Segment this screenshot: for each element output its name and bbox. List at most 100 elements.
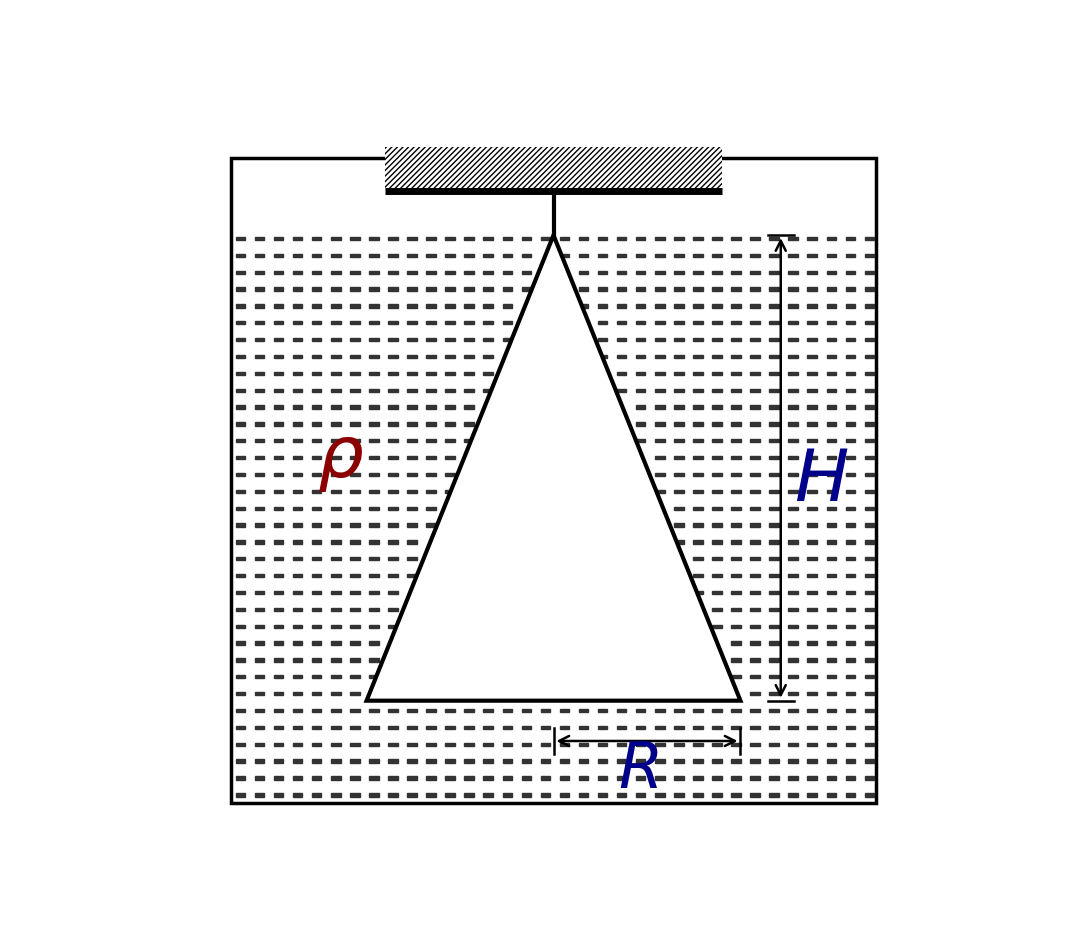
Bar: [484, 270, 494, 274]
Bar: [274, 524, 283, 526]
Bar: [369, 557, 379, 561]
Bar: [464, 305, 474, 307]
Bar: [522, 237, 531, 240]
Bar: [312, 557, 322, 561]
Polygon shape: [366, 235, 741, 701]
Bar: [464, 371, 474, 375]
Bar: [826, 388, 836, 392]
Bar: [369, 574, 379, 577]
Bar: [674, 338, 684, 342]
Bar: [693, 406, 703, 408]
Bar: [235, 439, 245, 443]
Bar: [731, 489, 741, 493]
Bar: [407, 288, 417, 290]
Bar: [293, 321, 302, 325]
Bar: [445, 355, 455, 358]
Bar: [769, 388, 779, 392]
Bar: [407, 557, 417, 561]
Bar: [712, 541, 721, 544]
Bar: [274, 288, 283, 290]
Bar: [674, 743, 684, 746]
Bar: [788, 625, 798, 628]
Bar: [369, 659, 379, 662]
Bar: [826, 456, 836, 459]
Bar: [255, 557, 265, 561]
Bar: [617, 338, 626, 342]
Bar: [674, 473, 684, 476]
Bar: [332, 253, 340, 257]
Bar: [712, 473, 721, 476]
Bar: [427, 270, 436, 274]
Bar: [712, 489, 721, 493]
Bar: [826, 692, 836, 695]
Bar: [293, 338, 302, 342]
Bar: [731, 355, 741, 358]
Bar: [407, 253, 417, 257]
Bar: [312, 725, 322, 729]
Bar: [617, 725, 626, 729]
Bar: [846, 625, 855, 628]
Bar: [312, 709, 322, 712]
Bar: [788, 659, 798, 662]
Bar: [312, 237, 322, 240]
Bar: [407, 709, 417, 712]
Bar: [865, 793, 874, 797]
Bar: [617, 371, 626, 375]
Bar: [826, 743, 836, 746]
Text: $\rho$: $\rho$: [318, 424, 364, 494]
Bar: [769, 305, 779, 307]
Bar: [846, 692, 855, 695]
Bar: [712, 725, 721, 729]
Bar: [293, 625, 302, 628]
Bar: [674, 371, 684, 375]
Bar: [312, 338, 322, 342]
Bar: [332, 607, 340, 611]
Bar: [846, 355, 855, 358]
Bar: [769, 625, 779, 628]
Bar: [255, 524, 265, 526]
Bar: [636, 355, 646, 358]
Bar: [808, 338, 818, 342]
Bar: [312, 793, 322, 797]
Bar: [332, 777, 340, 780]
Bar: [769, 760, 779, 763]
Bar: [255, 692, 265, 695]
Bar: [369, 305, 379, 307]
Bar: [693, 506, 703, 510]
Bar: [693, 760, 703, 763]
Bar: [751, 591, 760, 594]
Bar: [559, 725, 569, 729]
Bar: [788, 288, 798, 290]
Bar: [522, 743, 531, 746]
Bar: [636, 305, 646, 307]
Bar: [255, 489, 265, 493]
Bar: [255, 506, 265, 510]
Bar: [255, 237, 265, 240]
Bar: [751, 423, 760, 426]
Bar: [751, 355, 760, 358]
Bar: [332, 725, 340, 729]
Bar: [293, 489, 302, 493]
Bar: [617, 388, 626, 392]
Bar: [293, 743, 302, 746]
Bar: [826, 557, 836, 561]
Bar: [427, 423, 436, 426]
Bar: [559, 709, 569, 712]
Bar: [826, 288, 836, 290]
Bar: [865, 406, 874, 408]
Bar: [656, 709, 664, 712]
Bar: [788, 743, 798, 746]
Bar: [350, 760, 360, 763]
Bar: [332, 506, 340, 510]
Bar: [579, 743, 589, 746]
Bar: [445, 760, 455, 763]
Bar: [788, 557, 798, 561]
Bar: [350, 659, 360, 662]
Bar: [731, 439, 741, 443]
Bar: [636, 270, 646, 274]
Bar: [312, 321, 322, 325]
Bar: [464, 338, 474, 342]
Bar: [274, 338, 283, 342]
Bar: [502, 305, 512, 307]
Bar: [788, 321, 798, 325]
